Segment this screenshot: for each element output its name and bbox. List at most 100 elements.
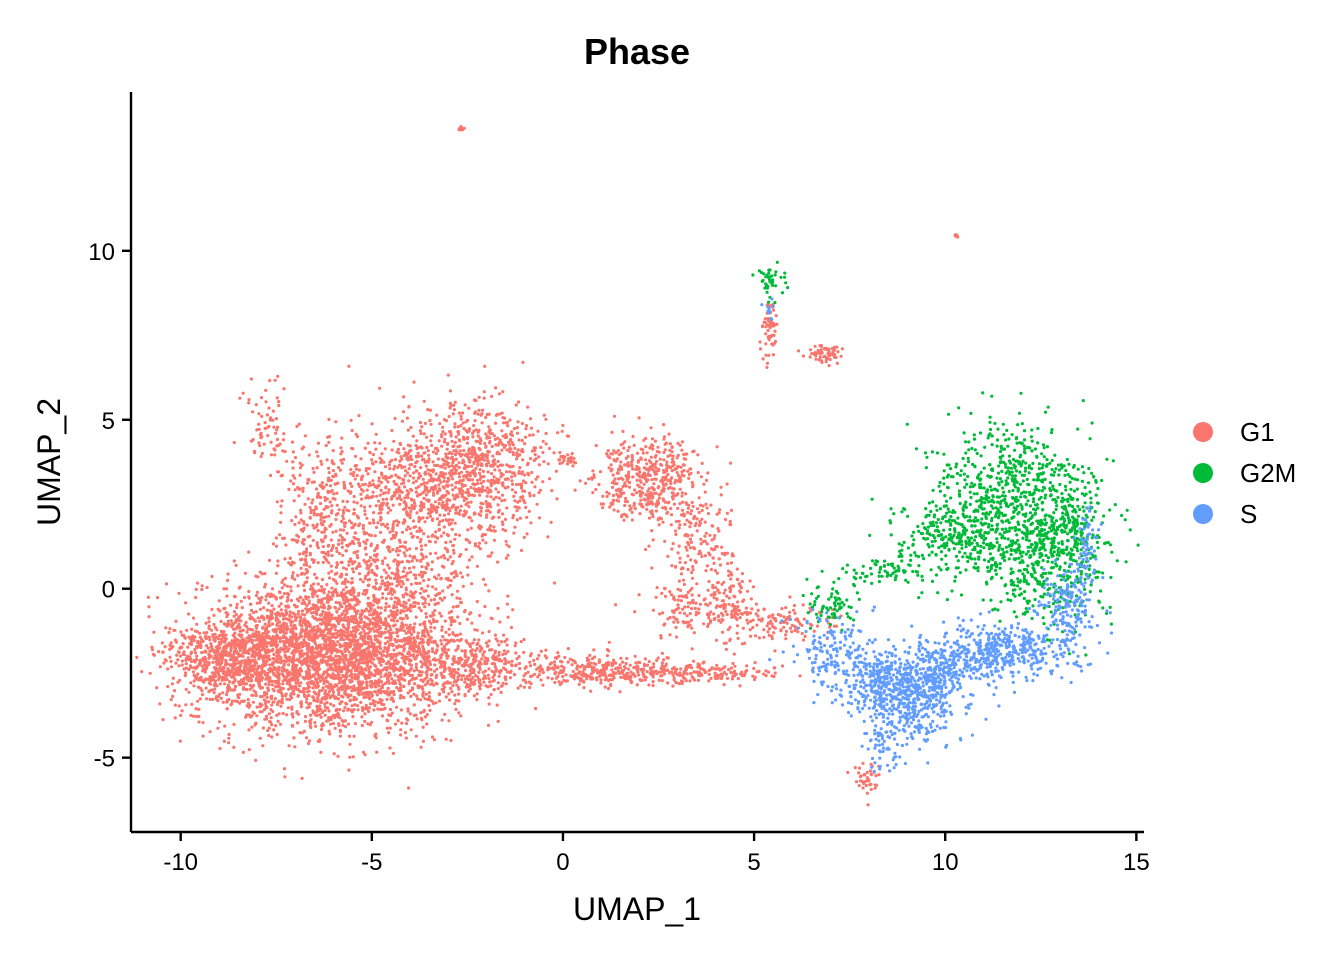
data-point — [407, 682, 411, 686]
data-point — [443, 596, 447, 600]
data-point — [351, 687, 355, 692]
data-point — [371, 585, 376, 589]
data-point — [269, 695, 273, 699]
data-point — [359, 504, 363, 508]
data-point — [294, 671, 298, 675]
data-point — [374, 447, 378, 451]
data-point — [327, 729, 331, 733]
data-point — [420, 575, 424, 579]
data-point — [148, 671, 152, 675]
data-point — [459, 553, 463, 557]
data-point — [293, 577, 297, 582]
data-point — [278, 722, 283, 726]
data-point — [328, 689, 332, 694]
data-point — [457, 475, 462, 479]
data-point — [358, 577, 363, 582]
data-point — [452, 403, 456, 407]
data-point — [456, 644, 460, 648]
data-point — [445, 548, 449, 552]
data-point — [331, 721, 336, 726]
data-point — [152, 653, 156, 657]
data-point — [421, 602, 425, 606]
data-point — [386, 653, 390, 658]
data-point — [252, 644, 256, 648]
data-point — [210, 671, 215, 675]
data-point — [174, 619, 178, 623]
data-point — [550, 489, 554, 493]
data-point — [266, 616, 270, 620]
data-point — [407, 786, 411, 790]
data-point — [301, 661, 305, 665]
data-point — [394, 473, 398, 477]
data-point — [412, 713, 416, 717]
data-point — [388, 726, 392, 730]
data-point — [508, 450, 512, 454]
data-point — [305, 681, 309, 685]
data-point — [382, 653, 386, 657]
data-point — [405, 528, 409, 532]
data-point — [312, 582, 316, 586]
data-point — [403, 465, 407, 469]
data-point — [344, 604, 349, 609]
data-point — [334, 600, 338, 605]
data-point — [242, 699, 246, 703]
data-point — [366, 472, 370, 476]
data-point — [365, 566, 369, 571]
data-point — [338, 645, 343, 649]
data-point — [399, 728, 403, 732]
data-point — [266, 656, 270, 660]
data-point — [401, 653, 405, 657]
data-point — [429, 439, 433, 443]
data-point — [274, 645, 279, 649]
data-point — [226, 619, 230, 623]
data-point — [275, 732, 279, 737]
data-point — [184, 671, 188, 675]
data-point — [446, 576, 450, 580]
data-point — [361, 706, 365, 710]
data-point — [288, 698, 292, 702]
data-point — [424, 615, 429, 619]
data-point — [226, 683, 230, 687]
data-point — [200, 650, 204, 655]
data-point — [204, 636, 208, 641]
data-point — [332, 662, 336, 666]
data-point — [244, 620, 248, 625]
data-point — [381, 562, 385, 566]
data-point — [290, 712, 294, 717]
data-point — [447, 627, 451, 631]
data-point — [361, 489, 365, 493]
data-point — [265, 695, 269, 700]
data-point — [418, 529, 422, 534]
data-point — [334, 674, 338, 678]
data-point — [380, 596, 385, 600]
data-point — [270, 703, 274, 707]
data-point — [274, 667, 278, 671]
data-point — [349, 630, 353, 634]
data-point — [333, 628, 337, 632]
data-point — [364, 574, 368, 579]
data-point — [511, 608, 515, 612]
data-point — [429, 625, 433, 629]
data-point — [454, 707, 458, 712]
data-point — [338, 528, 342, 532]
data-point — [215, 655, 219, 659]
data-point — [265, 659, 269, 663]
data-point — [329, 722, 333, 726]
data-point — [294, 642, 298, 646]
data-point — [288, 614, 292, 618]
data-point — [341, 667, 345, 671]
data-point — [384, 485, 388, 489]
data-point — [305, 647, 309, 652]
data-point — [419, 716, 423, 721]
data-point — [307, 693, 311, 698]
data-point — [277, 654, 281, 658]
data-point — [411, 596, 415, 600]
data-point — [432, 619, 436, 623]
data-point — [373, 668, 377, 673]
data-point — [373, 600, 378, 604]
data-point — [278, 630, 282, 634]
data-point — [237, 633, 241, 637]
data-point — [402, 673, 407, 677]
data-point — [337, 675, 341, 680]
data-point — [388, 707, 393, 712]
